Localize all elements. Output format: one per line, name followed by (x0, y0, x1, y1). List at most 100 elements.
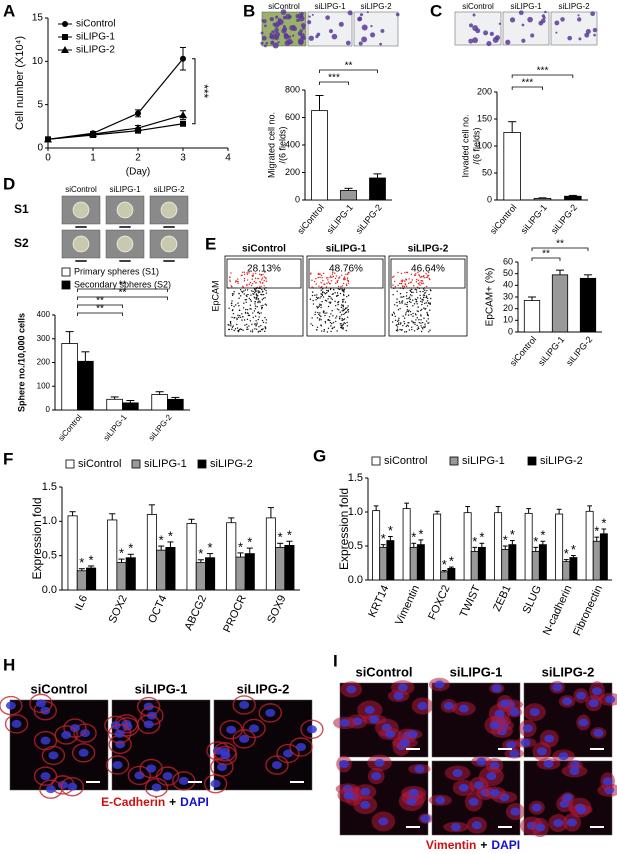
flow-event (347, 282, 350, 285)
y-axis-label: EpCAM+ (%) (485, 268, 496, 327)
significance-bracket (77, 304, 123, 308)
flow-event (401, 302, 403, 304)
membrane (219, 720, 243, 740)
flow-event (393, 275, 395, 278)
flow-event (318, 313, 320, 316)
flow-event (417, 279, 420, 282)
flow-event (415, 319, 417, 321)
micrograph (514, 680, 617, 763)
cell (542, 16, 546, 20)
flow-event (426, 297, 429, 299)
flow-event (326, 282, 328, 285)
bar (524, 512, 533, 581)
cell (325, 15, 330, 20)
y-tick-label: 0.5 (348, 540, 363, 552)
marker (89, 130, 97, 138)
flow-plot (306, 255, 386, 337)
significance-bracket (77, 312, 123, 316)
cell (395, 12, 400, 17)
flow-event (423, 307, 425, 309)
nucleus (494, 709, 505, 718)
flow-event (265, 304, 268, 306)
flow-event (428, 322, 430, 324)
flow-event (262, 304, 264, 307)
marker (135, 110, 141, 117)
flow-event (396, 305, 398, 307)
flow-event (401, 279, 403, 282)
bar (569, 557, 578, 581)
significance-label: * (198, 546, 203, 561)
micrograph (428, 677, 524, 759)
flow-event (246, 283, 248, 286)
flow-event (254, 328, 256, 330)
flow-event (315, 278, 317, 280)
nucleus (567, 818, 578, 827)
panel-letter: I (333, 651, 338, 670)
flow-event (320, 304, 323, 306)
flow-event (317, 311, 319, 314)
significance-label: * (247, 535, 252, 550)
cell (264, 24, 267, 28)
flow-event (407, 314, 410, 316)
cell (274, 27, 279, 33)
flow-event (426, 313, 429, 315)
stain-caption: E-Cadherin + DAPI (101, 795, 209, 809)
flow-event (342, 327, 345, 329)
bar (265, 517, 276, 591)
flow-event (425, 285, 428, 288)
flow-event (229, 280, 231, 283)
flow-event (399, 302, 401, 304)
flow-event (403, 323, 406, 325)
cell (263, 44, 267, 48)
flow-event (333, 288, 335, 291)
significance-label: * (601, 515, 606, 530)
flow-event (331, 298, 333, 301)
flow-event (417, 306, 419, 308)
x-axis-label: (Day) (126, 167, 150, 178)
y-tick-label: 150 (477, 113, 492, 123)
flow-event (336, 294, 338, 297)
nucleus (11, 719, 22, 728)
cell (590, 11, 596, 17)
flow-event (398, 300, 401, 303)
flow-event (254, 297, 256, 299)
flow-gate (226, 258, 302, 289)
flow-event (237, 281, 239, 283)
flow-event (228, 328, 231, 331)
nucleus (48, 751, 59, 760)
flow-event (406, 305, 408, 308)
x-tick-label: 3 (180, 153, 186, 164)
flow-event (404, 272, 406, 274)
flow-event (248, 297, 251, 300)
flow-gate (390, 258, 466, 289)
significance-label: * (89, 552, 94, 567)
bar (538, 544, 547, 581)
flow-event (321, 285, 323, 288)
x-tick-label: Vimentin (393, 583, 422, 627)
y-axis-label: Invaded cell no. (460, 114, 470, 177)
flow-event (315, 296, 318, 299)
marker (179, 111, 187, 119)
nucleus (543, 759, 554, 768)
flow-event (250, 294, 252, 296)
flow-event (242, 329, 244, 331)
flow-event (338, 276, 341, 278)
flow-event (311, 286, 313, 288)
bar (533, 197, 552, 201)
legend-label: siLIPG-2 (76, 45, 115, 56)
legend-swatch (449, 456, 459, 466)
flow-event (316, 317, 319, 319)
cell (509, 17, 516, 23)
nucleus (239, 700, 250, 709)
x-tick-label: siLIPG-1 (102, 412, 129, 442)
x-tick-label: 2 (135, 153, 141, 164)
flow-event (237, 282, 239, 284)
legend-label: Secondary spheres (S2) (74, 279, 171, 289)
flow-event (406, 271, 409, 274)
y-tick-label: 800 (285, 84, 300, 94)
flow-event (347, 272, 350, 274)
legend-label: siControl (384, 455, 427, 467)
cell (577, 14, 580, 17)
flow-event (237, 314, 239, 317)
flow-event (233, 329, 235, 332)
